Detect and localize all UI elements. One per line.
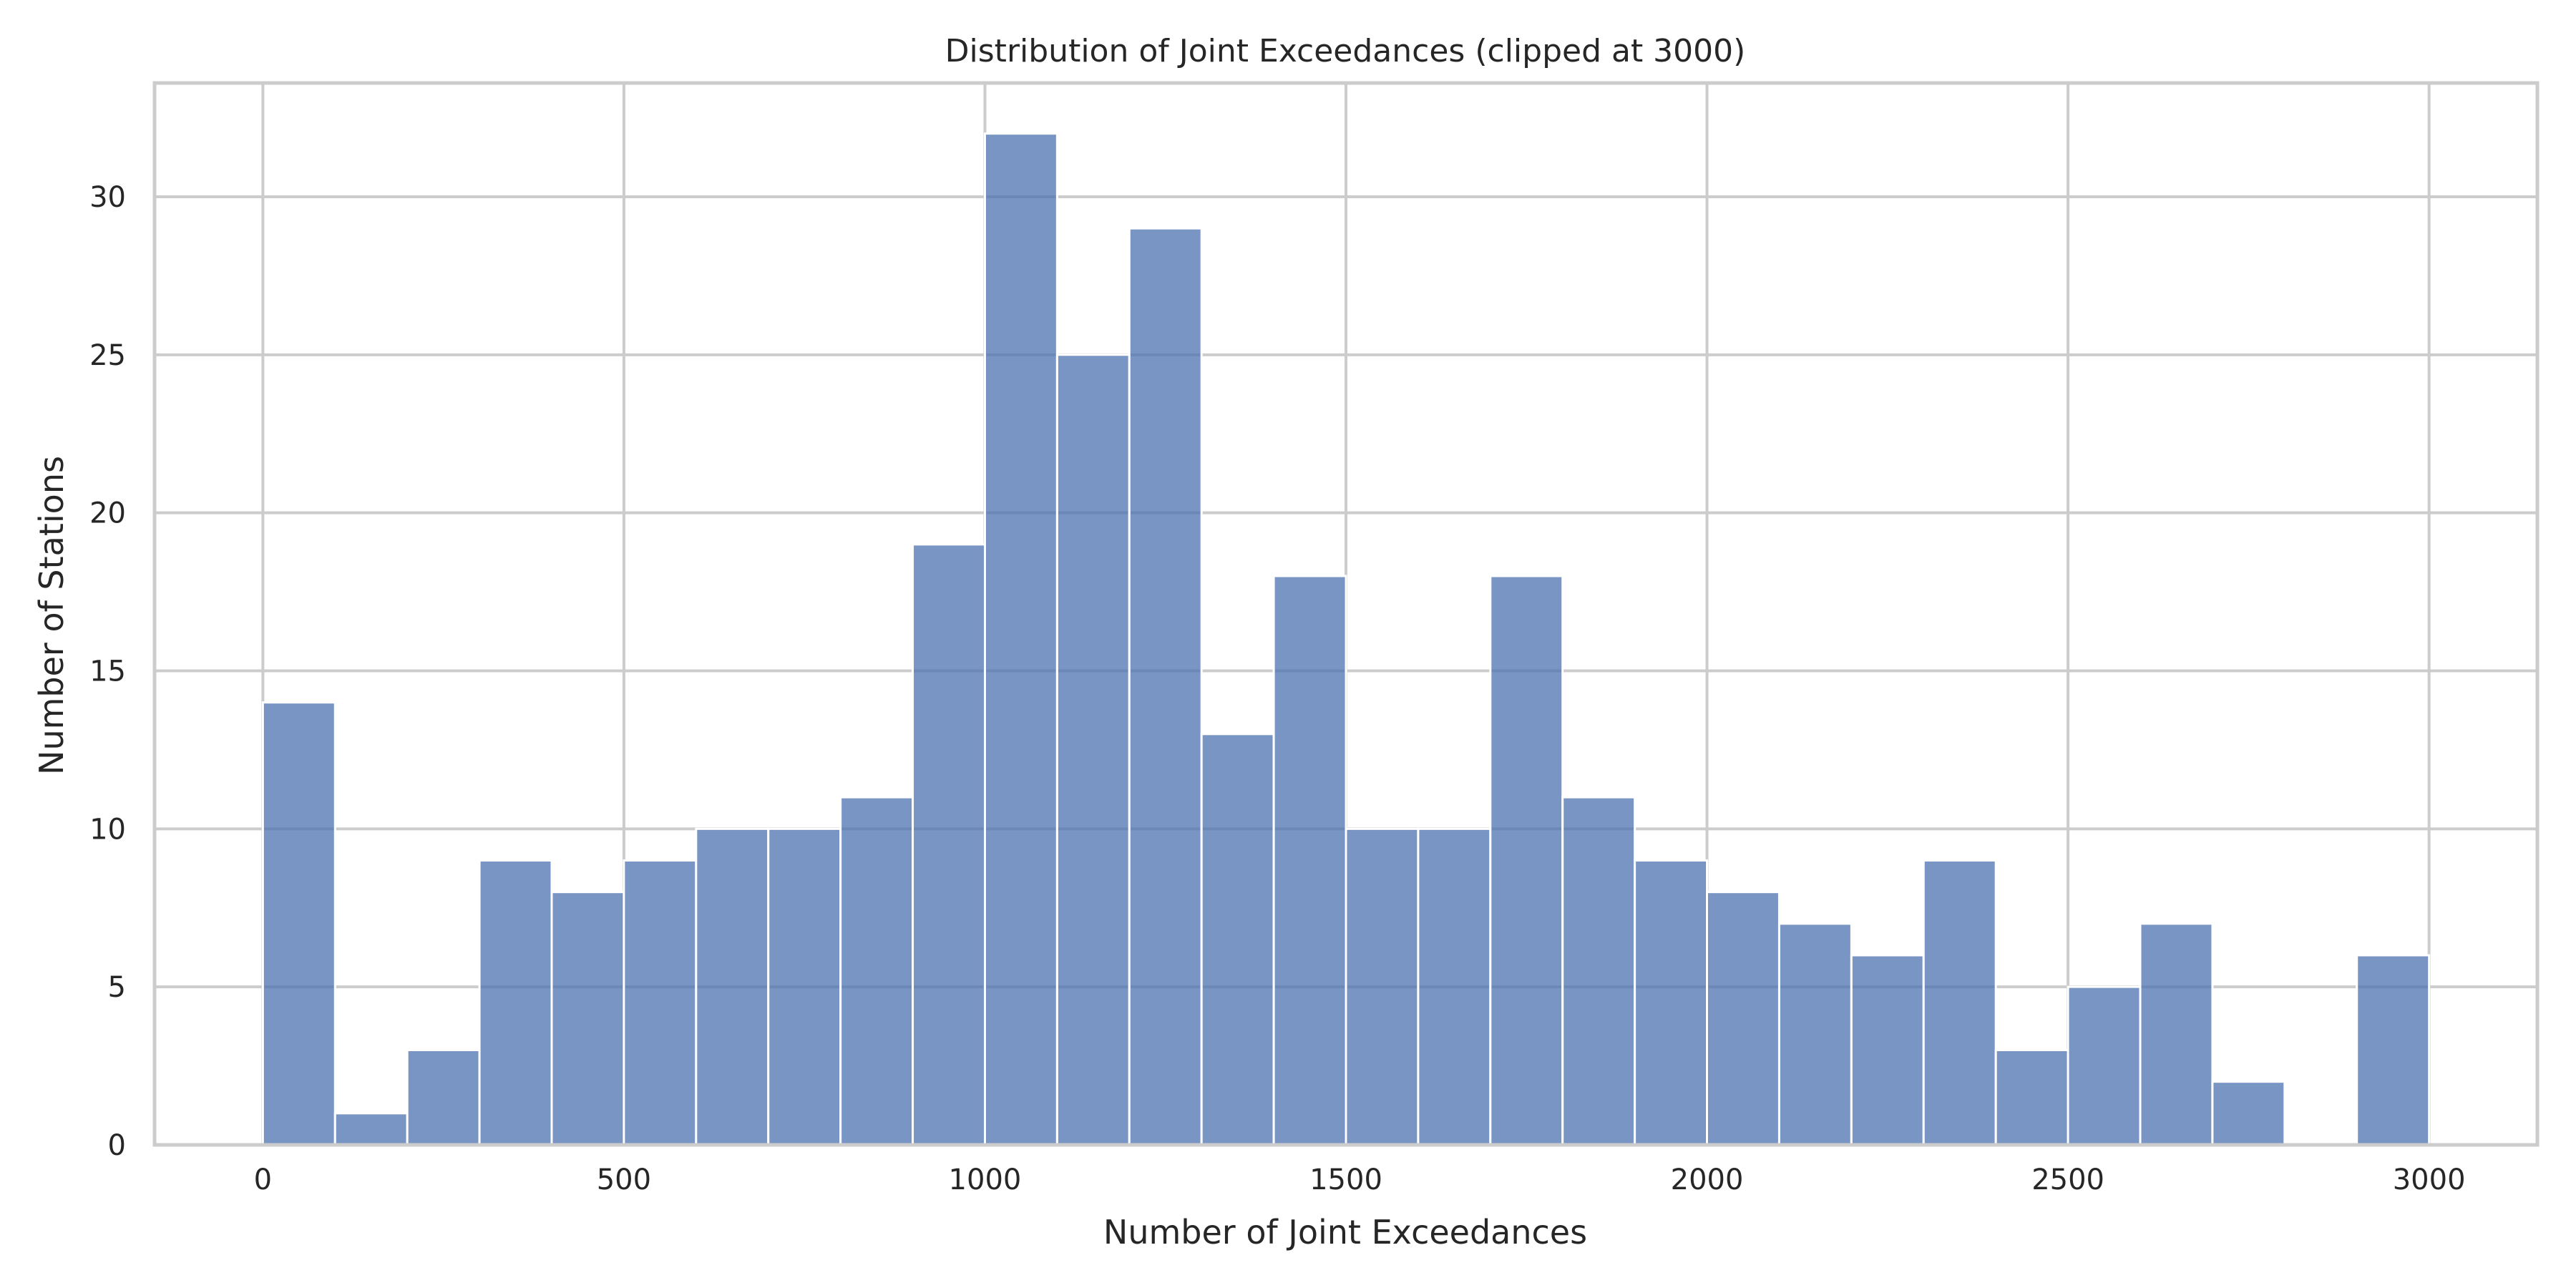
histogram-bar (1489, 575, 1564, 1146)
histogram-bar (406, 1049, 481, 1146)
histogram-bar (333, 1112, 409, 1146)
tick-labels-layer: 0 500 1000 1500 2000 2500 3000 0 5 10 15 20 25 30 (89, 181, 2465, 1196)
histogram-bar (1128, 227, 1203, 1146)
x-tick-label: 1000 (949, 1163, 1022, 1196)
histogram-bar (623, 859, 698, 1146)
histogram-bar (839, 796, 914, 1146)
histogram-bar (1922, 859, 1997, 1146)
histogram-bar (2139, 922, 2214, 1146)
plot-frame (152, 81, 2540, 1147)
y-tick-label: 30 (89, 181, 126, 214)
histogram-bar (1634, 859, 1709, 1146)
x-tick-label: 2000 (1671, 1163, 1744, 1196)
histogram-bar (1850, 954, 1925, 1146)
chart-title: Distribution of Joint Exceedances (clipp… (945, 33, 1746, 69)
x-tick-label: 1500 (1309, 1163, 1382, 1196)
y-axis-label: Number of Stations (32, 456, 71, 775)
histogram-bar (1561, 796, 1636, 1146)
x-tick-label: 3000 (2393, 1163, 2466, 1196)
y-tick-label: 5 (108, 971, 126, 1004)
histogram-bar (2356, 954, 2431, 1146)
histogram-bar (1345, 827, 1420, 1146)
y-tick-label: 10 (89, 813, 126, 846)
histogram-bar (1706, 891, 1780, 1146)
histogram-bar (1994, 1049, 2069, 1146)
histogram-bar (2211, 1080, 2286, 1146)
y-tick-label: 20 (89, 497, 126, 530)
y-tick-label: 0 (108, 1129, 126, 1162)
histogram-bar (2067, 985, 2142, 1146)
grid-layer (155, 83, 2537, 1146)
histogram-bar (1777, 922, 1853, 1146)
histogram-bar (550, 891, 625, 1146)
histogram-bar (983, 132, 1058, 1146)
bars-layer (261, 132, 2431, 1146)
histogram-bar (478, 859, 553, 1146)
y-tick-label: 15 (89, 655, 126, 688)
x-tick-label: 0 (254, 1163, 272, 1196)
histogram-bar (261, 701, 336, 1146)
histogram-bar (1417, 827, 1492, 1146)
x-tick-label: 2500 (2031, 1163, 2104, 1196)
histogram-bar (695, 827, 770, 1146)
histogram-bar (767, 827, 842, 1146)
histogram-bar (912, 543, 986, 1146)
histogram-bar (1272, 575, 1347, 1146)
x-axis-label: Number of Joint Exceedances (1103, 1213, 1587, 1252)
y-tick-label: 25 (89, 339, 126, 372)
histogram-bar (1055, 353, 1131, 1146)
histogram-bar (1200, 733, 1275, 1146)
x-tick-label: 500 (597, 1163, 651, 1196)
